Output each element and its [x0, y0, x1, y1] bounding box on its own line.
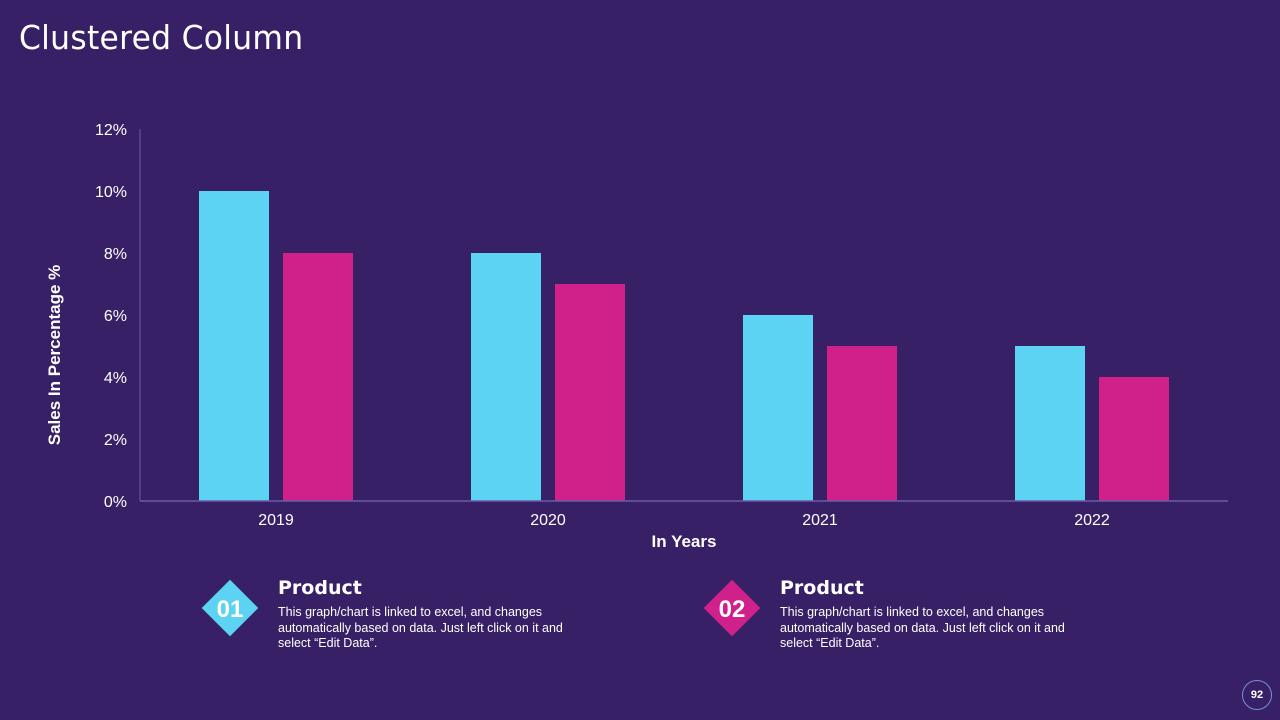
card-heading: Product: [278, 577, 362, 599]
x-tick-label: 2020: [530, 512, 566, 529]
page-number-badge: 92: [1242, 680, 1272, 710]
bar-1-2022: [1015, 346, 1085, 501]
x-tick-label: 2022: [1074, 512, 1110, 529]
slide-title: Clustered Column: [19, 18, 304, 57]
product-card-2: 02 Product This graph/chart is linked to…: [703, 577, 1132, 658]
y-tick-label: 8%: [104, 246, 127, 263]
bar-2-2020: [555, 284, 625, 501]
product-card-1: 01 Product This graph/chart is linked to…: [201, 577, 630, 658]
clustered-column-chart: 0% 2% 4% 6% 8% 10% 12% 2019 2020 2021 2022 In Yea…: [45, 122, 1228, 551]
bar-2-2019: [283, 253, 353, 501]
bar-1-2021: [743, 315, 813, 501]
card-description: This graph/chart is linked to excel, and…: [278, 605, 563, 650]
card-heading: Product: [780, 577, 864, 599]
y-tick-label: 2%: [104, 432, 127, 449]
y-tick-label: 4%: [104, 370, 127, 387]
y-tick-label: 6%: [104, 308, 127, 325]
y-tick-label: 0%: [104, 494, 127, 511]
bar-1-2019: [199, 191, 269, 501]
x-axis-label: In Years: [652, 532, 717, 551]
y-axis-label: Sales In Percentage %: [45, 265, 64, 445]
bar-1-2020: [471, 253, 541, 501]
bar-2-2022: [1099, 377, 1169, 501]
card-number: 01: [216, 596, 244, 623]
bar-2-2021: [827, 346, 897, 501]
x-tick-label: 2021: [802, 512, 838, 529]
card-description: This graph/chart is linked to excel, and…: [780, 605, 1065, 650]
y-tick-label: 10%: [95, 184, 127, 201]
card-number: 02: [718, 596, 746, 623]
y-tick-label: 12%: [95, 122, 127, 139]
x-tick-label: 2019: [258, 512, 294, 529]
